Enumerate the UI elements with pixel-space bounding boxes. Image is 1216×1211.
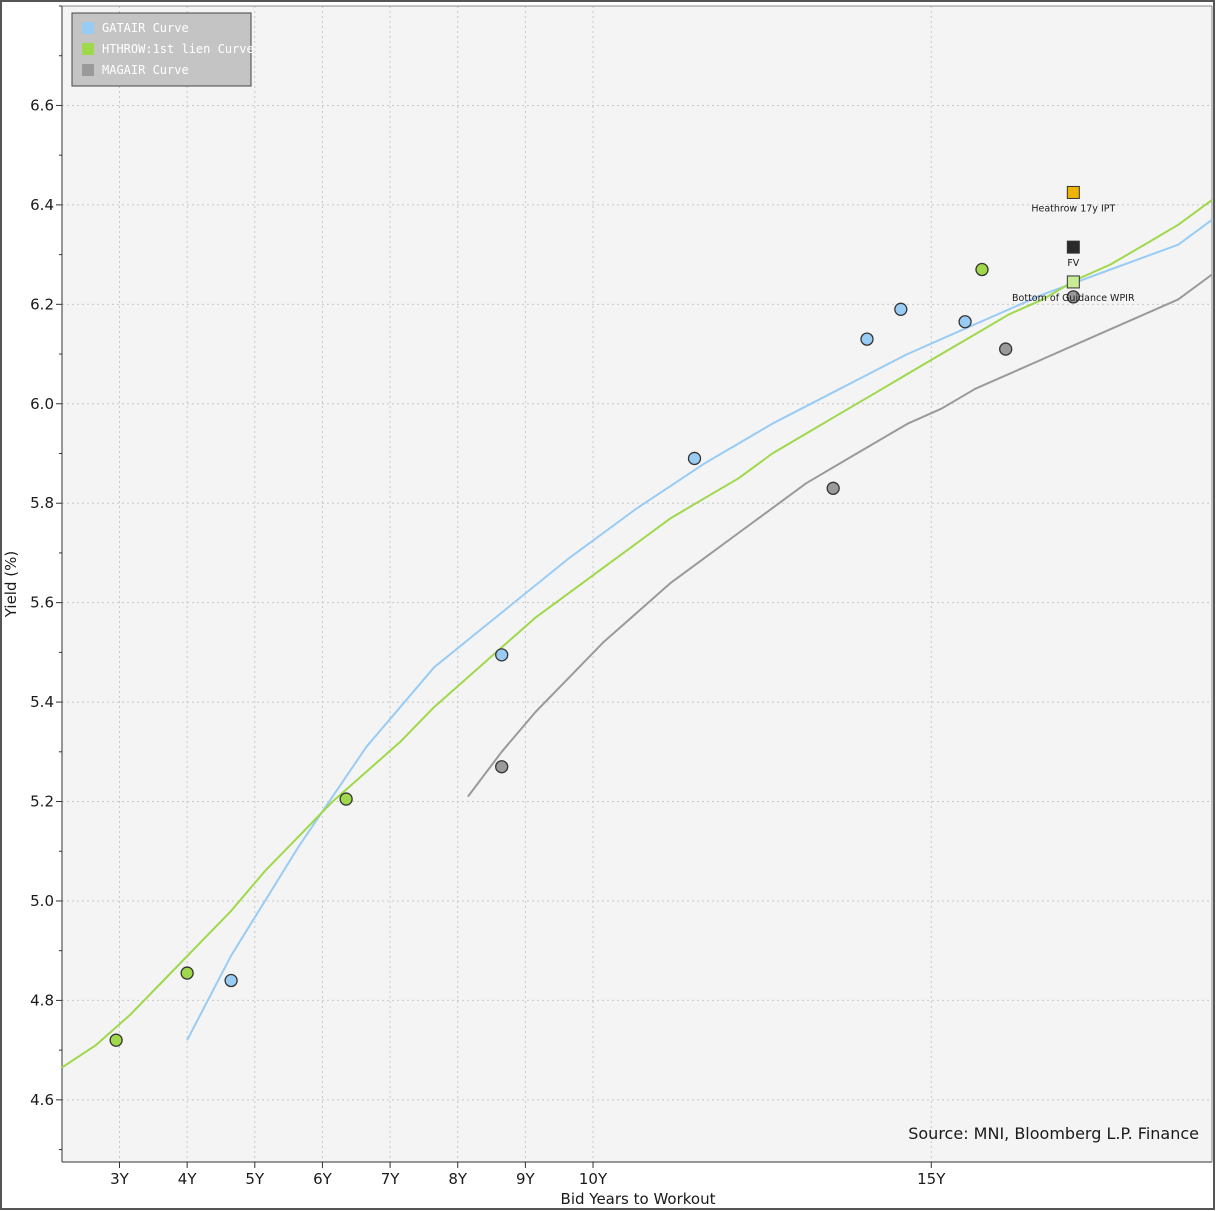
y-axis: 4.6 4.8 5.0 5.2 5.4 5.6 5.8 6.0 6.2 6.4 6.6: [30, 5, 62, 1151]
data-point: [1066, 290, 1080, 304]
y-tick-label: 4.8: [30, 991, 54, 1009]
y-tick-label: 6.2: [30, 295, 54, 313]
annotation-markers: Heathrow 17y IPT FV Bottom of Guidance WPI…: [1012, 185, 1135, 304]
annotation-label: FV: [1067, 258, 1079, 269]
annotation-label: Bottom of Guidance WPIR: [1012, 293, 1135, 304]
legend: GATAIR Curve HTHROW:1st lien Curve MAGAIR …: [71, 12, 254, 87]
y-tick-label: 5.0: [30, 892, 54, 910]
x-tick-label: 15Y: [917, 1170, 946, 1188]
data-point: [495, 648, 509, 662]
y-tick-label: 5.6: [30, 594, 54, 612]
data-point: [224, 973, 238, 988]
source-note: Source: MNI, Bloomberg L.P. Finance: [908, 1124, 1199, 1143]
data-point: [826, 481, 840, 495]
data-points: [109, 262, 1080, 1047]
x-tick-label: 10Y: [579, 1170, 608, 1188]
data-point: [958, 315, 972, 329]
legend-label: GATAIR Curve: [102, 21, 189, 35]
legend-label: MAGAIR Curve: [102, 63, 189, 77]
legend-label: HTHROW:1st lien Curve: [102, 42, 254, 56]
x-tick-label: 3Y: [110, 1170, 130, 1188]
x-tick-label: 4Y: [178, 1170, 198, 1188]
y-tick-label: 6.4: [30, 196, 54, 214]
data-point: [894, 302, 908, 316]
data-point: [999, 342, 1013, 356]
plot-area: [62, 6, 1212, 1162]
data-point: [860, 332, 874, 346]
legend-box: [71, 12, 252, 87]
x-tick-label: 5Y: [245, 1170, 265, 1188]
data-point: [109, 1033, 123, 1047]
data-point: [975, 262, 989, 277]
legend-swatch: [82, 64, 94, 76]
y-axis-title: Yield (%): [2, 551, 20, 618]
y-tick-label: 5.2: [30, 793, 54, 811]
annotation-marker: [1066, 275, 1080, 289]
legend-swatch: [82, 22, 94, 34]
y-tick-label: 6.0: [30, 395, 54, 413]
grid-lines: [62, 6, 1212, 1162]
x-axis: 3Y 4Y 5Y 6Y 7Y 8Y 9Y 10Y 15Y: [110, 1162, 946, 1188]
x-tick-label: 6Y: [313, 1170, 333, 1188]
x-axis-title: Bid Years to Workout: [561, 1190, 716, 1208]
annotation-marker: [1066, 240, 1080, 254]
x-tick-label: 8Y: [448, 1170, 468, 1188]
y-tick-label: 5.8: [30, 494, 54, 512]
annotation-marker: [1066, 185, 1080, 199]
y-tick-label: 4.6: [30, 1091, 54, 1109]
legend-swatch: [82, 43, 94, 55]
data-point: [180, 966, 194, 980]
data-point: [495, 760, 509, 774]
x-tick-label: 7Y: [381, 1170, 401, 1188]
data-point: [687, 451, 702, 466]
data-point: [339, 792, 353, 806]
y-tick-label: 6.6: [30, 96, 54, 114]
annotation-label: Heathrow 17y IPT: [1031, 203, 1115, 214]
y-tick-label: 5.4: [30, 693, 54, 711]
fitted-curves: [61, 199, 1213, 1069]
x-tick-label: 9Y: [516, 1170, 536, 1188]
curve-line: [467, 273, 1213, 798]
curve-line: [61, 199, 1213, 1069]
